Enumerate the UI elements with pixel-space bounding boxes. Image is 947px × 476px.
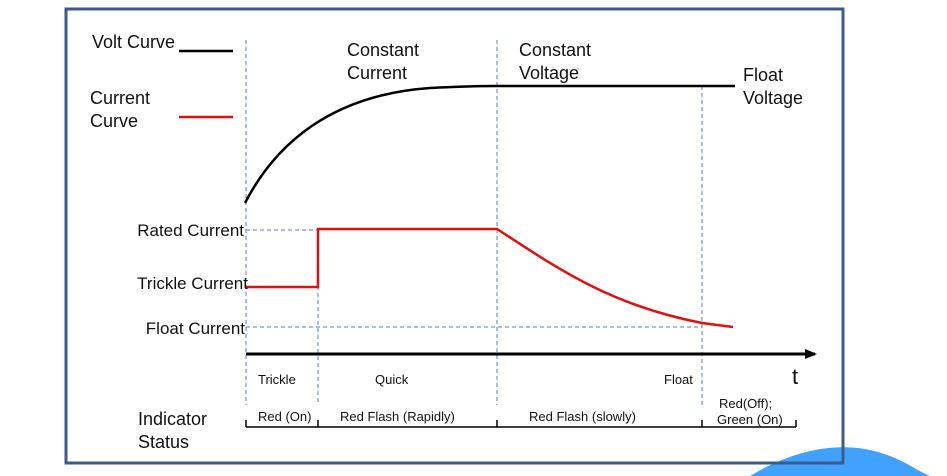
current-curve-legend-label-line1: Current	[90, 88, 150, 108]
rated-current-label: Rated Current	[137, 221, 244, 240]
constant-voltage-label-line1: Constant	[519, 40, 591, 60]
volt-curve-legend-label: Volt Curve	[92, 32, 175, 52]
stage-trickle-label: Trickle	[258, 372, 296, 387]
volt-curve-line	[243, 84, 735, 204]
time-axis-label: t	[792, 364, 798, 389]
indicator-red-on-label: Red (On)	[258, 409, 311, 424]
constant-voltage-label-line2: Voltage	[519, 63, 579, 83]
diagram-frame	[64, 7, 845, 465]
float-current-label: Float Current	[146, 319, 245, 338]
float-voltage-label-line1: Float	[743, 65, 783, 85]
indicator-status-title-line2: Status	[138, 432, 189, 452]
trickle-current-label: Trickle Current	[137, 274, 248, 293]
indicator-red-off-label: Red(Off);	[719, 396, 772, 411]
constant-current-label-line1: Constant	[347, 40, 419, 60]
stage-float-label: Float	[664, 372, 693, 387]
current-curve-legend-label-line2: Curve	[90, 111, 138, 131]
constant-current-label-line2: Current	[347, 63, 407, 83]
current-curve-line	[246, 227, 734, 329]
float-voltage-label-line2: Voltage	[743, 88, 803, 108]
indicator-green-on-label: Green (On)	[717, 412, 783, 427]
indicator-status-title-line1: Indicator	[138, 409, 207, 429]
indicator-red-flash-rapidly-label: Red Flash (Rapidly)	[340, 409, 455, 424]
indicator-red-flash-slowly-label: Red Flash (slowly)	[529, 409, 636, 424]
stage-quick-label: Quick	[375, 372, 409, 387]
